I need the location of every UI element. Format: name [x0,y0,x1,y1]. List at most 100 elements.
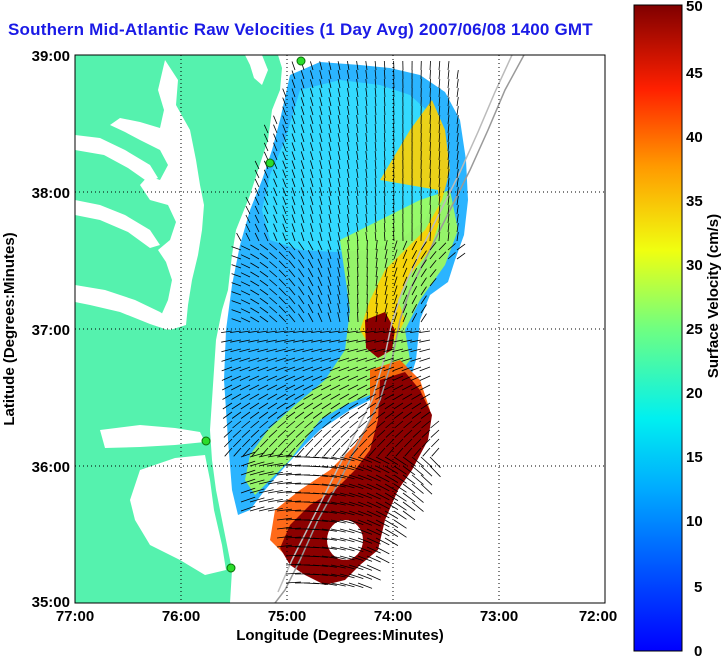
velocity-arrow [221,366,233,372]
velocity-arrow [242,447,251,457]
velocity-arrow [337,142,341,152]
velocity-arrow [231,291,242,296]
velocity-arrow [328,160,332,170]
velocity-arrow [240,460,256,467]
velocity-arrow [320,348,332,353]
velocity-arrow [254,205,260,215]
velocity-arrow [420,456,433,468]
velocity-arrow [284,366,296,372]
velocity-arrow [276,526,292,530]
velocity-arrow [300,196,305,206]
velocity-arrow [375,501,390,510]
velocity-arrow [374,222,377,233]
velocity-arrow [321,510,337,514]
velocity-arrow [395,438,404,448]
velocity-arrow [347,124,350,134]
velocity-arrow [307,295,314,305]
velocity-arrow [438,114,441,125]
velocity-arrow [278,305,287,314]
velocity-arrow [386,447,395,457]
velocity-arrow [278,269,287,278]
velocity-arrow [447,79,450,89]
velocity-arrow [276,535,292,539]
velocity-arrow [259,315,269,323]
velocity-arrow [267,393,278,400]
velocity-arrow [300,115,305,125]
velocity-arrow [384,384,395,391]
velocity-arrow [300,223,305,233]
velocity-arrow [329,330,341,333]
colorbar-ticks: 50 45 40 35 30 25 20 15 10 5 0 [686,0,703,659]
y-tick-label: 36:00 [32,459,70,476]
velocity-arrow [348,537,364,543]
velocity-field-max [280,372,432,585]
velocity-arrow [365,178,368,188]
velocity-arrow [456,133,459,143]
velocity-arrow [285,464,302,467]
velocity-arrow [384,411,395,419]
velocity-arrow [240,487,256,494]
velocity-arrow [347,294,350,305]
velocity-arrow [249,488,265,494]
velocity-arrow [328,223,332,233]
velocity-arrow [327,276,332,287]
colorbar-tick-label: 15 [686,449,703,466]
velocity-arrow [250,298,260,305]
velocity-arrow [250,244,260,251]
land-mass [75,55,282,603]
velocity-arrow [257,366,269,372]
velocity-arrow [319,223,323,233]
velocity-arrow [323,438,332,448]
velocity-arrow [348,582,364,588]
velocity-arrow [268,420,278,429]
velocity-arrow [429,222,431,233]
velocity-arrow [310,79,314,89]
velocity-arrow [383,132,386,143]
velocity-arrow [402,267,408,278]
velocity-arrow [267,454,283,458]
velocity-arrow [356,106,359,116]
velocity-arrow [240,469,256,476]
velocity-arrow [447,160,450,170]
velocity-arrow [275,357,287,362]
velocity-arrow [330,555,346,560]
velocity-arrow [266,366,278,372]
velocity-arrow [291,106,296,116]
velocity-arrow [288,286,296,296]
velocity-arrow [456,232,459,242]
velocity-arrow [393,528,407,538]
velocity-arrow [257,375,269,381]
velocity-arrow [224,438,233,448]
velocity-arrow [339,555,355,561]
velocity-arrow [356,223,359,233]
velocity-arrow [392,330,404,333]
velocity-arrow [347,232,350,242]
velocity-arrow [293,375,305,381]
velocity-arrow [298,286,305,296]
velocity-arrow [263,187,269,197]
velocity-arrow [420,241,427,251]
velocity-arrow [319,151,323,161]
velocity-arrow [317,267,323,278]
velocity-arrow [317,258,323,269]
velocity-arrow [375,267,378,278]
velocity-arrow [240,308,251,314]
velocity-arrow [330,519,346,524]
velocity-arrow [383,213,386,224]
velocity-arrow [392,375,404,381]
velocity-arrow [258,411,269,419]
velocity-arrow [429,141,431,152]
velocity-arrow [356,133,359,143]
velocity-arrow [302,339,314,343]
velocity-arrow [263,133,269,143]
velocity-arrow [401,366,413,372]
velocity-arrow [291,187,296,197]
velocity-arrow [420,277,427,287]
velocity-arrow [348,573,364,579]
velocity-arrow [337,88,341,98]
velocity-arrow [312,546,328,549]
velocity-arrow [269,252,278,260]
velocity-arrow [317,303,323,314]
velocity-arrow [429,268,437,278]
velocity-arrow [393,402,404,410]
